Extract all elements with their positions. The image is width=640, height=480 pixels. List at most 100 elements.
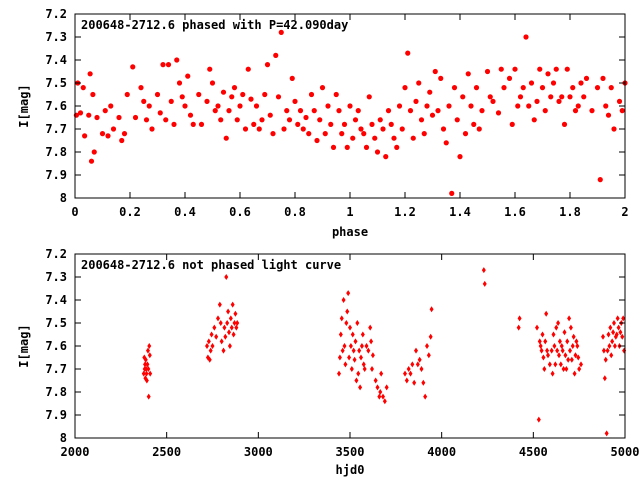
phased-data-point [215, 103, 221, 109]
raw-data-point [553, 361, 558, 368]
raw-data-point [337, 354, 342, 361]
raw-data-point [557, 338, 562, 345]
phased-data-point [182, 103, 188, 109]
phased-data-point [556, 98, 562, 104]
phased-y-tick-label: 7.7 [45, 122, 67, 136]
raw-y-axis-label: I[mag] [17, 324, 31, 367]
raw-data-point [370, 352, 375, 359]
phased-data-point [498, 66, 504, 72]
phased-data-point [523, 34, 529, 40]
raw-y-tick-label: 7.2 [45, 247, 67, 261]
raw-y-tick-label: 7.7 [45, 362, 67, 376]
phased-data-point [396, 103, 403, 109]
raw-data-point [579, 361, 583, 368]
phased-data-point [275, 94, 282, 100]
phased-y-tick-label: 7.6 [45, 99, 67, 113]
raw-data-point [373, 377, 378, 384]
raw-data-point [543, 338, 548, 345]
raw-data-point [226, 308, 231, 315]
phased-data-point [286, 117, 293, 123]
phased-data-point [264, 62, 271, 68]
phased-data-point [517, 94, 524, 100]
raw-data-point [143, 361, 148, 368]
raw-x-tick-label: 4000 [427, 445, 456, 459]
phased-data-point [465, 71, 471, 77]
phased-data-point [369, 121, 375, 127]
phased-data-point [248, 96, 254, 102]
phased-data-point [330, 144, 337, 150]
raw-data-point [482, 280, 487, 287]
raw-data-point [223, 333, 228, 340]
raw-data-point [571, 333, 576, 340]
raw-y-tick-label: 7.4 [45, 293, 67, 307]
raw-y-tick-label: 7.6 [45, 339, 67, 353]
raw-data-point [210, 343, 215, 349]
phased-data-point [545, 71, 551, 77]
phased-data-point [619, 108, 625, 114]
phased-data-point [435, 108, 441, 114]
phased-data-point [270, 131, 276, 137]
phased-y-tick-label: 7.2 [45, 7, 67, 21]
raw-y-ticks: 7.2 7.3 7.4 7.5 7.6 7.7 7.8 7.9 8 [45, 247, 625, 445]
raw-data-point [341, 297, 346, 303]
phased-data-point [91, 149, 97, 155]
raw-data-point [601, 333, 605, 340]
phased-data-point [460, 94, 466, 100]
raw-data-point [564, 366, 569, 372]
phased-data-point [229, 94, 235, 100]
raw-data-point [361, 361, 366, 368]
raw-data-point [144, 366, 149, 372]
raw-data-point [567, 315, 572, 322]
phased-data-point [259, 117, 265, 123]
phased-y-tick-label: 7.3 [45, 30, 67, 44]
phased-data-point [440, 126, 447, 132]
raw-y-tick-label: 7.5 [45, 316, 67, 330]
phased-data-point [251, 121, 257, 127]
raw-data-point [414, 347, 418, 354]
phased-data-point [583, 75, 590, 81]
phased-data-point [116, 114, 122, 121]
phased-data-point [561, 121, 568, 127]
phased-data-point [380, 126, 386, 132]
phased-data-point [399, 126, 405, 132]
phased-data-point [207, 66, 213, 72]
raw-data-point [575, 343, 580, 349]
raw-x-tick-label: 5000 [611, 445, 640, 459]
phased-data-point [80, 85, 86, 91]
raw-data-point [406, 366, 411, 372]
phased-data-point [578, 80, 584, 86]
phased-data-point [394, 144, 400, 150]
raw-data-point [570, 343, 575, 349]
raw-data-point [614, 331, 619, 338]
phased-y-tick-label: 7.4 [45, 53, 67, 67]
raw-data-point [421, 379, 426, 386]
phased-data-point [438, 75, 444, 81]
raw-data-point [224, 274, 229, 280]
raw-data-point [222, 324, 227, 331]
raw-data-point [408, 370, 413, 377]
phased-x-tick-label: 1 [346, 205, 353, 219]
raw-data-point [618, 329, 623, 336]
phased-data-point [317, 117, 323, 123]
raw-data-point [233, 310, 238, 317]
raw-data-point [368, 324, 373, 331]
raw-data-point [538, 343, 543, 349]
phased-data-point [82, 133, 88, 139]
phased-data-point [234, 117, 240, 123]
phased-data-point [484, 68, 491, 75]
raw-data-point [516, 324, 521, 331]
raw-data-point [146, 366, 151, 372]
phased-data-point [542, 108, 548, 114]
phased-x-axis-label: phase [332, 225, 368, 239]
phased-data-point [374, 149, 381, 155]
raw-data-point [612, 343, 617, 349]
phased-data-point [90, 91, 96, 98]
raw-data-point [235, 320, 240, 326]
raw-data-point [221, 347, 226, 354]
phased-data-point [124, 91, 130, 98]
phased-data-point [300, 126, 306, 132]
phased-y-axis-label: I[mag] [17, 84, 31, 127]
raw-data-point [144, 377, 149, 384]
phased-data-point [575, 103, 581, 109]
phased-data-point [605, 112, 612, 118]
